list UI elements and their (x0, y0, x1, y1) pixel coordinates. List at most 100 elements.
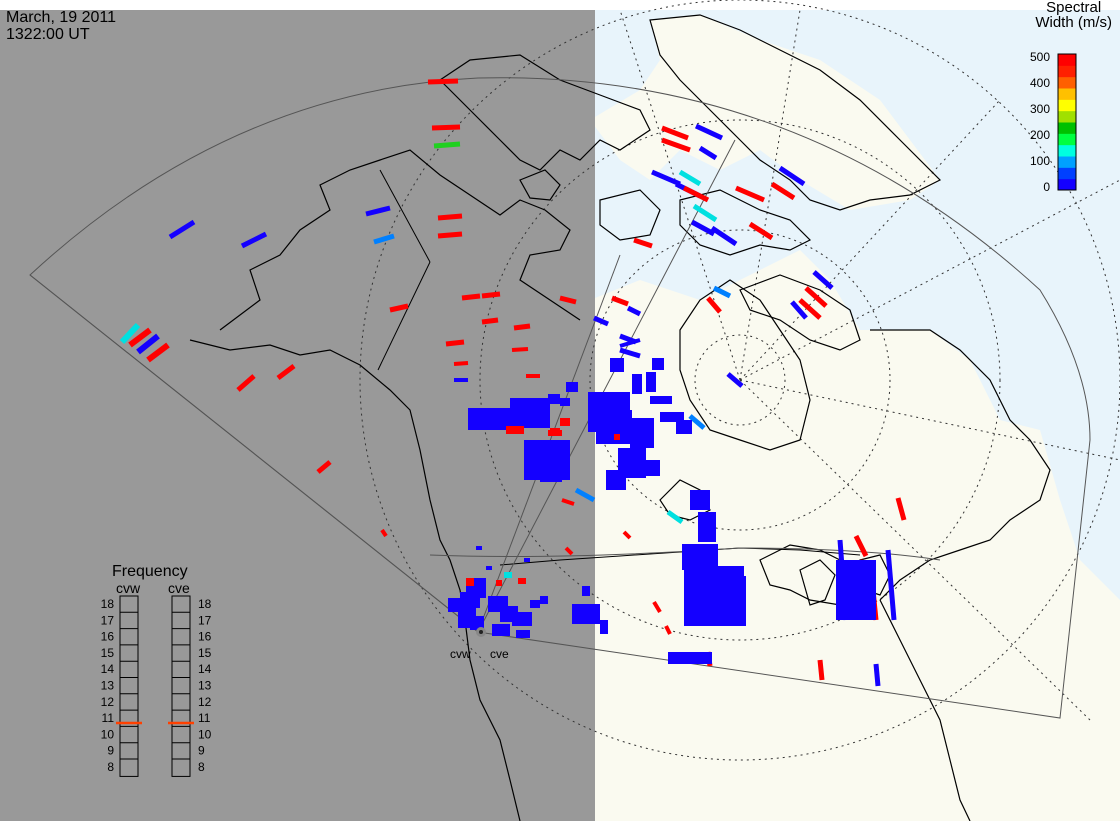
echo-segment (574, 487, 596, 503)
echo-segment (798, 298, 822, 320)
echo-segment (812, 270, 834, 290)
frequency-tick-right: 15 (198, 646, 212, 660)
echo-segment (770, 181, 796, 201)
echo-segment (559, 295, 577, 305)
echo-segment (445, 339, 465, 347)
day-land-north (590, 15, 940, 210)
echo-block (684, 566, 744, 626)
echo-block (646, 372, 656, 392)
colorbar-swatches (1058, 54, 1076, 191)
frequency-tick-left: 10 (101, 727, 115, 741)
frequency-tick-left: 18 (101, 597, 115, 611)
echo-segment (626, 305, 642, 317)
echo-segment (513, 323, 531, 331)
echo-segment (380, 528, 388, 538)
echo-block (468, 408, 510, 430)
colorbar-swatch (1058, 167, 1076, 180)
echo-block (512, 612, 532, 626)
echo-block (640, 460, 660, 476)
echo-segment (433, 141, 461, 149)
echo-segment (481, 317, 499, 325)
echo-segment (817, 659, 825, 681)
radar-site-marker (476, 627, 486, 637)
echo-segment (688, 414, 706, 430)
frequency-tick-left: 12 (101, 695, 115, 709)
echo-segment (790, 300, 808, 320)
colorbar-tick-label: 400 (1030, 76, 1050, 90)
echo-block (540, 596, 548, 604)
day-land-region (590, 250, 1120, 821)
frequency-tick-left: 17 (101, 613, 115, 627)
echo-block (530, 600, 540, 608)
echo-segment (453, 361, 469, 366)
echo-segment (511, 347, 529, 352)
echo-block (600, 620, 608, 634)
echo-block (690, 490, 710, 510)
colorbar: 500 400 300 200 100 0 (1030, 50, 1077, 194)
timestamp-header: March, 19 2011 1322:00 UT (6, 9, 116, 43)
echo-segment (168, 219, 196, 240)
echo-block (516, 630, 530, 638)
echo-segment (136, 333, 160, 355)
echo-block (540, 470, 562, 482)
echo-segment (690, 219, 716, 237)
colorbar-swatch (1058, 76, 1076, 89)
echo-block (470, 616, 484, 630)
frequency-columns: 18 18 17 17 16 16 15 15 14 14 13 13 12 12 11 11 10 10 9 9 8 8 (101, 595, 212, 777)
echo-block (836, 560, 876, 620)
echo-segment (853, 534, 869, 558)
echo-segment (561, 498, 575, 506)
echo-segment (692, 203, 718, 223)
frequency-tick-right: 16 (198, 630, 212, 644)
frequency-radar-label-cve: cve (168, 580, 190, 596)
echo-block (668, 652, 712, 664)
echo-block (492, 624, 510, 636)
echo-block (496, 580, 502, 586)
frequency-title: Frequency (112, 563, 188, 580)
colorbar-swatch (1058, 110, 1076, 123)
echo-segment (661, 125, 689, 141)
echo-block (652, 358, 664, 370)
frequency-tick-right: 9 (198, 744, 205, 758)
echo-segment (712, 285, 732, 299)
echo-block (566, 382, 578, 392)
echo-block (614, 434, 620, 440)
frequency-panel: Frequency cvw cve 18 18 17 17 16 16 15 15 14 14 13… (101, 563, 212, 777)
colorbar-swatch (1058, 178, 1076, 191)
echo-segment (427, 78, 459, 85)
frequency-tick-right: 14 (198, 662, 212, 676)
colorbar-title-line2: Width (m/s) (1035, 14, 1112, 31)
echo-block (548, 394, 560, 404)
frequency-tick-left: 16 (101, 630, 115, 644)
frequency-tick-left: 11 (102, 711, 115, 725)
echo-segment (365, 205, 391, 217)
echo-segment (437, 231, 463, 239)
frequency-tick-left: 8 (107, 760, 114, 774)
echo-block (550, 428, 560, 434)
echo-segment (706, 296, 722, 314)
echo-segment (619, 338, 641, 348)
echo-segment (633, 237, 653, 249)
colorbar-swatch (1058, 88, 1076, 100)
echo-segment (461, 293, 481, 301)
echo-segment (389, 303, 409, 313)
echo-segment (661, 137, 691, 153)
colorbar-frame (1057, 53, 1077, 191)
echo-block (682, 544, 718, 570)
colorbar-swatch (1058, 144, 1076, 157)
echo-block (630, 418, 654, 448)
echo-block (560, 398, 570, 406)
echo-block (660, 412, 684, 422)
echo-segment (778, 165, 806, 187)
echo-block (676, 420, 692, 434)
echo-block (610, 358, 624, 372)
echo-block (650, 396, 672, 404)
site-label-west: cvw (450, 647, 471, 661)
echo-block (572, 604, 600, 624)
echo-block (560, 418, 570, 426)
echo-segment (666, 509, 684, 525)
colorbar-swatch (1058, 54, 1076, 66)
echo-block (632, 374, 642, 394)
echo-segment (437, 213, 463, 221)
